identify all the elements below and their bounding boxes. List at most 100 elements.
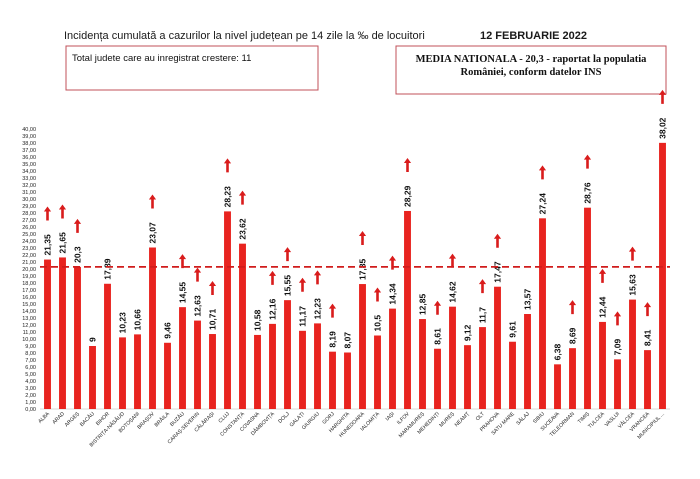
data-label: 14,62	[448, 281, 458, 303]
data-label: 10,5	[373, 315, 383, 332]
data-label: 9	[88, 337, 98, 342]
y-tick-label: 10,00	[22, 337, 36, 343]
data-label: 13,57	[523, 288, 533, 310]
increase-arrow	[148, 194, 157, 209]
increase-arrow	[178, 254, 187, 269]
data-label: 12,23	[313, 298, 323, 320]
y-tick-label: 35,00	[22, 162, 36, 168]
bar	[359, 284, 366, 409]
increase-arrow	[583, 154, 592, 169]
bar	[74, 266, 81, 409]
increase-arrow	[538, 165, 547, 180]
y-tick-label: 30,00	[22, 197, 36, 203]
media-box: MEDIA NATIONALA - 20,3 - raportat la pop…	[395, 45, 667, 95]
increase-arrows	[43, 89, 667, 326]
data-label: 28,23	[223, 186, 233, 208]
chart-title: Incidența cumulată a cazurilor la nivel …	[64, 30, 425, 42]
data-label: 21,35	[43, 234, 53, 256]
y-tick-label: 19,00	[22, 274, 36, 280]
data-label: 10,66	[133, 309, 143, 331]
y-tick-label: 31,00	[22, 190, 36, 196]
info-box-frame	[65, 45, 319, 91]
y-tick-label: 22,00	[22, 253, 36, 259]
y-tick-label: 20,00	[22, 267, 36, 273]
bar	[134, 334, 141, 409]
data-label: 9,61	[508, 321, 518, 338]
y-tick-label: 0,00	[25, 407, 36, 413]
data-label: 17,85	[358, 259, 368, 281]
bar	[269, 323, 276, 409]
bar	[509, 341, 516, 409]
y-tick-label: 4,00	[25, 379, 36, 385]
bar	[554, 364, 561, 409]
y-tick-label: 25,00	[22, 232, 36, 238]
data-label: 6,38	[553, 344, 563, 361]
bar	[449, 306, 456, 409]
data-label: 9,12	[463, 324, 473, 341]
bar	[149, 247, 156, 409]
increase-arrow	[43, 206, 52, 221]
x-tick-label: IAȘI	[385, 411, 396, 422]
data-label: 28,76	[583, 182, 593, 204]
data-label: 12,63	[193, 295, 203, 317]
increase-arrow	[658, 89, 667, 104]
data-label: 12,16	[268, 298, 278, 320]
bar	[284, 300, 291, 409]
data-label: 21,65	[58, 232, 68, 254]
y-tick-label: 40,00	[22, 127, 36, 133]
data-label: 14,34	[388, 283, 398, 305]
bar	[479, 327, 486, 409]
increase-arrow	[643, 302, 652, 317]
bar	[389, 308, 396, 409]
bar	[89, 346, 96, 409]
bar	[254, 334, 261, 409]
data-label: 23,07	[148, 222, 158, 244]
y-tick-label: 8,00	[25, 351, 36, 357]
y-tick-label: 3,00	[25, 386, 36, 392]
y-tick-label: 11,00	[23, 330, 36, 336]
data-label: 15,55	[283, 275, 293, 297]
y-tick-label: 5,00	[25, 372, 36, 378]
bar	[584, 207, 591, 409]
bar	[659, 142, 666, 410]
data-labels: 21,35 21,65 20,3 9 17,89 10,23 10,66 23,07 9,46 1…	[43, 117, 668, 360]
media-box-line2: României, conform datelor INS	[461, 67, 602, 78]
y-tick-label: 38,00	[22, 141, 36, 147]
data-label: 23,62	[238, 218, 248, 240]
y-tick-label: 14,00	[22, 309, 36, 315]
increase-arrow	[73, 218, 82, 233]
y-tick-label: 18,00	[22, 281, 36, 287]
data-label: 12,44	[598, 296, 608, 318]
y-tick-label: 27,00	[22, 218, 36, 224]
info-box: Total judete care au inregistrat crester…	[65, 45, 319, 91]
y-tick-label: 2,00	[25, 393, 36, 399]
increase-arrow	[328, 303, 337, 318]
y-tick-label: 23,00	[22, 246, 36, 252]
y-tick-label: 34,00	[22, 169, 36, 175]
y-tick-label: 24,00	[22, 239, 36, 245]
increase-arrow	[613, 311, 622, 326]
data-label: 11,7	[478, 307, 488, 323]
y-tick-label: 37,00	[22, 148, 36, 154]
bar	[224, 211, 231, 409]
y-tick-label: 17,00	[22, 288, 36, 294]
y-tick-label: 1,00	[25, 400, 36, 406]
bar	[614, 359, 621, 409]
data-label: 8,61	[433, 328, 443, 345]
data-label: 8,19	[328, 331, 338, 348]
bar	[344, 352, 351, 409]
bar	[299, 330, 306, 409]
y-tick-label: 29,00	[22, 204, 36, 210]
bar	[194, 320, 201, 409]
data-label: 10,71	[208, 308, 218, 330]
data-label: 17,47	[493, 261, 503, 283]
x-tick-label: OLT	[475, 411, 487, 423]
increase-arrow	[58, 204, 67, 219]
increase-arrow	[598, 268, 607, 283]
bar	[179, 307, 186, 409]
bar	[404, 210, 411, 409]
data-label: 10,23	[118, 312, 128, 334]
bar	[164, 342, 171, 409]
data-label: 15,63	[628, 274, 638, 296]
